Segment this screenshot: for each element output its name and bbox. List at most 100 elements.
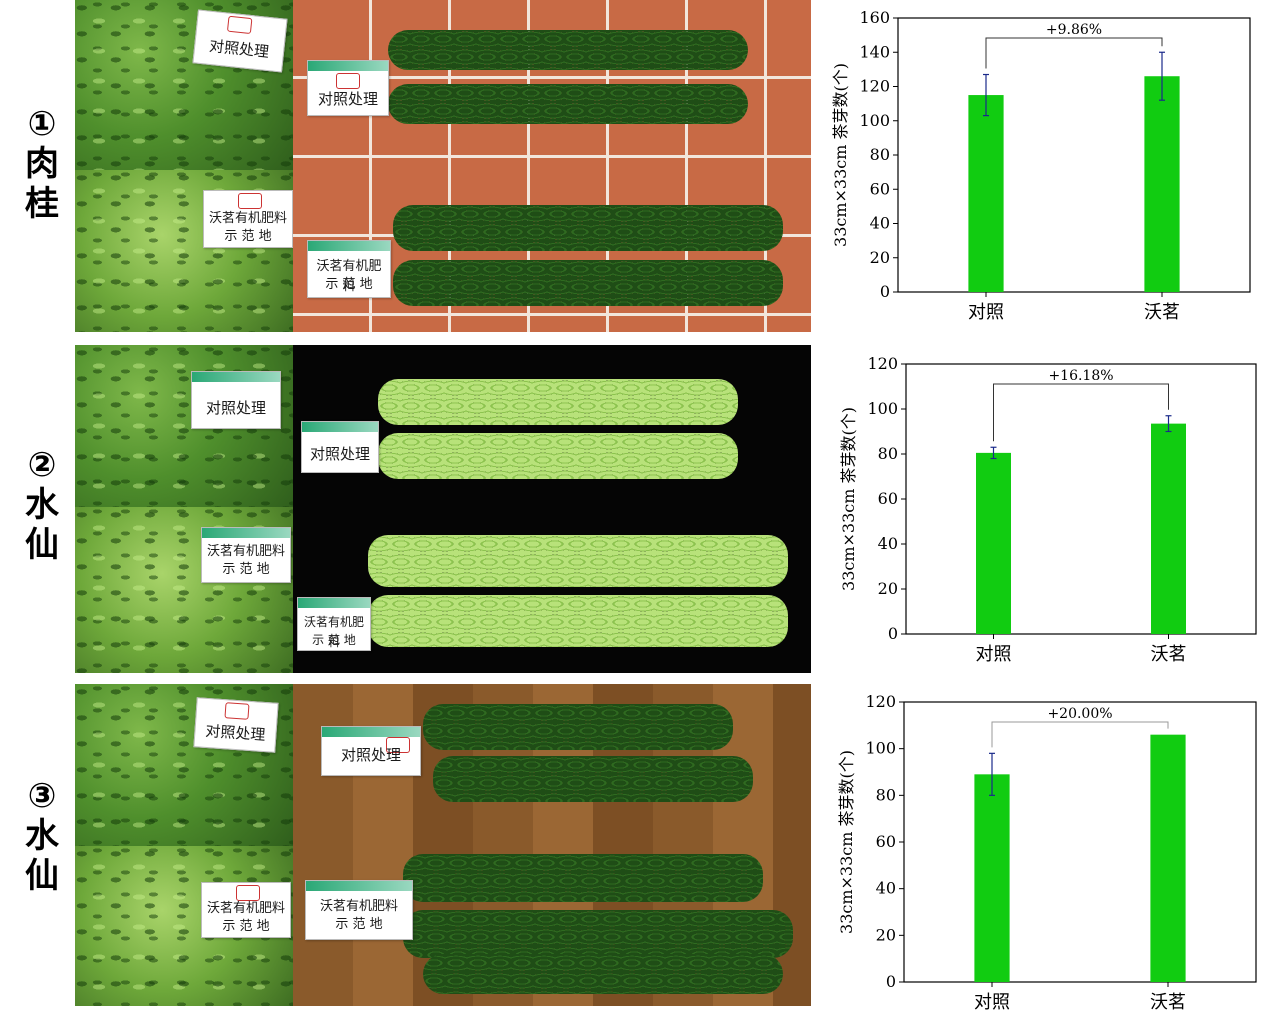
- variety-char: 仙: [25, 856, 59, 896]
- bar: [968, 95, 1004, 292]
- bar: [1150, 734, 1186, 982]
- x-tick-label: 对照: [968, 302, 1004, 323]
- treated-sign: 沃茗有机肥料 示 范 地: [201, 882, 291, 938]
- leaf-sample-photo: 对照处理 沃茗有机肥料 示 范 地: [293, 345, 811, 673]
- comparison-bracket: [991, 721, 1169, 748]
- variety-char: 桂: [25, 184, 59, 224]
- bar: [1151, 423, 1186, 634]
- bar: [976, 452, 1011, 634]
- row-label: ① 肉 桂: [14, 104, 70, 224]
- row-number: ①: [27, 104, 57, 144]
- y-tick-label: 0: [888, 624, 898, 643]
- control-sign: 对照处理: [321, 726, 421, 776]
- y-tick-label: 120: [859, 77, 890, 96]
- y-tick-label: 100: [865, 739, 896, 758]
- chart-svg: 0 20 40 60 80 100 120 33cm×33cm 茶芽数(个) 对照 沃茗 +16.1…: [839, 354, 1257, 665]
- y-tick-label: 100: [859, 111, 890, 130]
- control-sign: 对照处理: [307, 60, 389, 116]
- treated-sign-line2: 示 范 地: [224, 229, 272, 244]
- y-tick-label: 160: [859, 8, 890, 27]
- y-tick-label: 80: [870, 145, 890, 164]
- y-tick-label: 40: [870, 214, 890, 233]
- y-tick-label: 60: [870, 179, 890, 198]
- treated-sign: 沃茗有机肥料 示 范 地: [307, 240, 391, 298]
- x-tick-label: 对照: [976, 644, 1012, 665]
- treated-sign-line1: 沃茗有机肥料: [303, 615, 364, 649]
- y-tick-label: 0: [886, 972, 896, 991]
- bar-chart-2: 0 20 40 60 80 100 120 33cm×33cm 茶芽数(个) 对照 沃茗 +16.1…: [822, 345, 1262, 673]
- y-tick-label: 80: [878, 444, 898, 463]
- row-number: ②: [27, 445, 57, 485]
- field-photo-control: 对照处理: [75, 345, 293, 507]
- treated-sign-line1: 沃茗有机肥料: [206, 544, 285, 559]
- control-sign-text: 对照处理: [205, 399, 266, 417]
- leaf-sample-photo: 对照处理 沃茗有机肥料 示 范 地: [293, 684, 811, 1006]
- treated-sign: 沃茗有机肥料 示 范 地: [297, 597, 371, 651]
- x-tick-label: 沃茗: [1150, 992, 1186, 1013]
- control-sign-text: 对照处理: [208, 36, 270, 62]
- treated-sign-line2: 示 范 地: [222, 919, 270, 934]
- y-tick-label: 100: [867, 399, 898, 418]
- control-sign: 对照处理: [301, 421, 379, 473]
- y-tick-label: 120: [867, 354, 898, 373]
- bar: [974, 774, 1010, 982]
- x-tick-label: 沃茗: [1151, 644, 1187, 665]
- treated-sign-line1: 沃茗有机肥料: [208, 211, 287, 226]
- x-tick-label: 沃茗: [1144, 302, 1180, 323]
- y-tick-label: 0: [880, 282, 890, 301]
- y-tick-label: 20: [870, 248, 890, 267]
- treated-sign-line2: 示 范 地: [222, 562, 270, 577]
- y-tick-label: 120: [865, 692, 896, 711]
- row-label: ③ 水 仙: [14, 776, 70, 896]
- chart-svg: 0 20 40 60 80 100 120 33cm×33cm 茶芽数(个) 对照 沃茗 +20.0…: [837, 692, 1257, 1013]
- increase-annotation: +20.00%: [1047, 706, 1112, 722]
- bar-chart-3: 0 20 40 60 80 100 120 33cm×33cm 茶芽数(个) 对照 沃茗 +20.0…: [822, 684, 1262, 1017]
- comparison-bracket: [985, 37, 1163, 69]
- treated-sign-line1: 沃茗有机肥料: [316, 259, 382, 294]
- chart-svg: 0 20 40 60 80 100 120 140 160 33cm×33cm 茶芽数(个) 对照 沃…: [831, 8, 1251, 323]
- comparison-bracket: [993, 383, 1169, 442]
- plot-frame: [905, 363, 1257, 635]
- treated-sign-line2: 示 范 地: [325, 277, 373, 292]
- control-sign-text: 对照处理: [340, 746, 401, 764]
- bar: [1144, 76, 1180, 292]
- treated-sign-line1: 沃茗有机肥料: [319, 899, 398, 914]
- plot-frame: [897, 17, 1251, 293]
- treated-sign: 沃茗有机肥料 示 范 地: [305, 880, 413, 940]
- row-2: ② 水 仙 对照处理 沃茗有机肥料 示 范 地 对照处理 沃茗有机肥料 示 范 …: [0, 345, 1269, 675]
- control-sign: 对照处理: [192, 9, 288, 73]
- field-photo-control: 对照处理: [75, 684, 293, 846]
- control-sign-text: 对照处理: [204, 721, 266, 745]
- treated-sign: 沃茗有机肥料 示 范 地: [201, 527, 291, 583]
- leaf-sample-photo: 对照处理 沃茗有机肥料 示 范 地: [293, 0, 811, 332]
- y-tick-label: 40: [878, 534, 898, 553]
- y-tick-label: 20: [878, 579, 898, 598]
- y-tick-label: 80: [876, 785, 896, 804]
- bar-chart-1: 0 20 40 60 80 100 120 140 160 33cm×33cm 茶芽数(个) 对照 沃…: [822, 0, 1262, 332]
- row-number: ③: [27, 776, 57, 816]
- increase-annotation: +16.18%: [1048, 368, 1113, 384]
- plot-frame: [903, 701, 1257, 983]
- control-sign-text: 对照处理: [317, 90, 378, 108]
- field-photo-control: 对照处理: [75, 0, 293, 170]
- y-axis-label: 33cm×33cm 茶芽数(个): [831, 63, 850, 247]
- y-tick-label: 60: [878, 489, 898, 508]
- variety-char: 肉: [25, 144, 59, 184]
- field-photo-treated: 沃茗有机肥料 示 范 地: [75, 846, 293, 1006]
- control-sign: 对照处理: [191, 371, 281, 429]
- y-axis-label: 33cm×33cm 茶芽数(个): [839, 407, 858, 591]
- x-tick-label: 对照: [974, 992, 1010, 1013]
- y-tick-label: 40: [876, 879, 896, 898]
- row-3: ③ 水 仙 对照处理 沃茗有机肥料 示 范 地 对照处理 沃茗有机肥料 示 范 …: [0, 684, 1269, 1017]
- control-sign-text: 对照处理: [309, 445, 370, 463]
- field-photo-treated: 沃茗有机肥料 示 范 地: [75, 170, 293, 332]
- treated-sign-line2: 示 范 地: [335, 917, 383, 932]
- row-label: ② 水 仙: [14, 445, 70, 565]
- variety-char: 水: [25, 816, 59, 856]
- variety-char: 水: [25, 485, 59, 525]
- control-sign: 对照处理: [193, 697, 279, 753]
- y-axis-label: 33cm×33cm 茶芽数(个): [837, 750, 856, 934]
- field-photo-treated: 沃茗有机肥料 示 范 地: [75, 507, 293, 673]
- variety-char: 仙: [25, 525, 59, 565]
- treated-sign: 沃茗有机肥料 示 范 地: [203, 190, 293, 248]
